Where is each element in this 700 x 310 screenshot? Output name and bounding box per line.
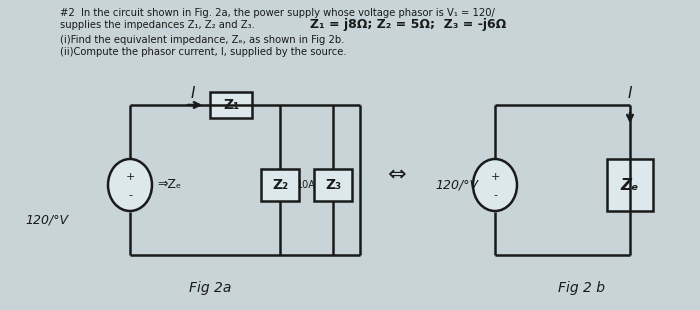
Text: supplies the impedances Z₁, Z₂ and Z₃.: supplies the impedances Z₁, Z₂ and Z₃. [60,20,255,30]
Text: 120/°V: 120/°V [25,214,68,227]
Bar [607,159,653,211]
Text: 10A: 10A [297,180,316,190]
Bar [210,92,252,118]
Text: (i)Find the equivalent impedance, Zₑ, as shown in Fig 2b.: (i)Find the equivalent impedance, Zₑ, as… [60,35,344,45]
Text: Z₃: Z₃ [325,178,341,192]
Text: +: + [125,172,134,182]
Text: I: I [628,86,632,100]
Text: 120/°V: 120/°V [435,179,478,192]
Text: (ii)Compute the phasor current, I, supplied by the source.: (ii)Compute the phasor current, I, suppl… [60,47,346,57]
Text: Fig 2 b: Fig 2 b [559,281,606,295]
Text: ⇔: ⇔ [388,165,406,185]
Bar [261,169,299,201]
Text: Z₂: Z₂ [272,178,288,192]
Text: -: - [493,190,497,200]
Text: ⇒Zₑ: ⇒Zₑ [157,179,181,192]
Ellipse shape [473,159,517,211]
Text: I: I [190,86,195,100]
Text: Zₑ: Zₑ [621,178,639,193]
Text: -: - [128,190,132,200]
Text: Fig 2a: Fig 2a [189,281,231,295]
Text: Z₁: Z₁ [223,98,239,112]
Text: +: + [490,172,500,182]
Ellipse shape [108,159,152,211]
Bar [314,169,352,201]
Text: Z₁ = j8Ω; Z₂ = 5Ω;  Z₃ = -j6Ω: Z₁ = j8Ω; Z₂ = 5Ω; Z₃ = -j6Ω [310,18,506,31]
Text: #2  In the circuit shown in Fig. 2a, the power supply whose voltage phasor is V₁: #2 In the circuit shown in Fig. 2a, the … [60,8,495,18]
